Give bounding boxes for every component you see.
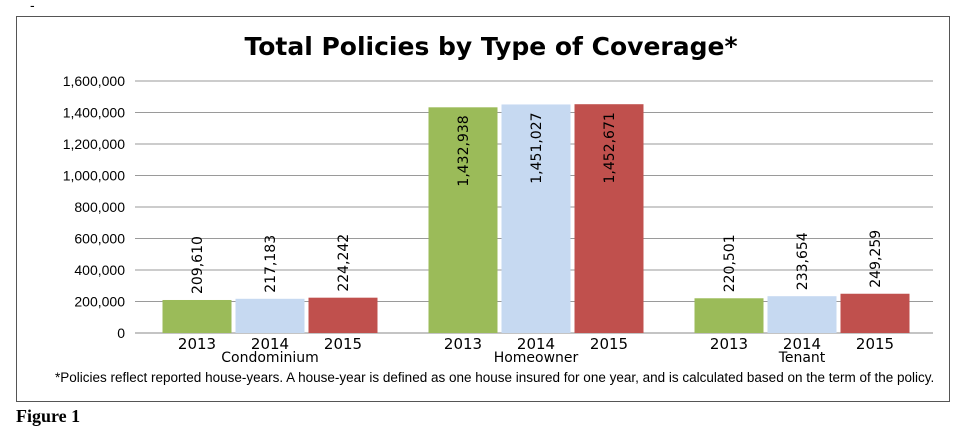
x-tick-year: 2013 (444, 335, 482, 353)
y-axis-ticks: 0 200,000 400,000 600,000 800,000 1,000,000 1,… (63, 73, 126, 341)
y-tick-label: 600,000 (74, 231, 125, 247)
chart-footnote: *Policies reflect reported house-years. … (55, 370, 935, 385)
bar-homeowner-2014 (501, 104, 571, 333)
data-label: 217,183 (263, 235, 279, 293)
y-tick-label: 400,000 (74, 262, 125, 278)
y-tick-label: 200,000 (74, 294, 125, 310)
category-label: Condominium (221, 350, 318, 366)
bar-chart: Total Policies by Type of Coverage* 0 200… (63, 32, 933, 366)
data-label: 209,610 (190, 236, 206, 294)
data-label: 220,501 (722, 234, 738, 292)
y-tick-label: 1,000,000 (63, 168, 125, 184)
y-tick-label: 800,000 (74, 199, 125, 215)
y-tick-label: 1,600,000 (63, 73, 125, 89)
x-tick-year: 2015 (590, 335, 628, 353)
x-tick-year: 2013 (178, 335, 216, 353)
x-tick-year: 2015 (856, 335, 894, 353)
x-tick-year: 2014 (517, 335, 555, 353)
y-tick-label: 1,200,000 (63, 136, 125, 152)
x-tick-year: 2015 (324, 335, 362, 353)
bar-condominium-2013 (162, 299, 232, 333)
bars (162, 104, 910, 334)
chart-frame: Total Policies by Type of Coverage* 0 200… (16, 16, 950, 402)
corner-mark: - (30, 0, 35, 13)
bar-homeowner-2015 (574, 104, 644, 333)
data-labels: 209,610 217,183 224,242 1,432,938 1,451,027 1… (190, 112, 884, 294)
x-tick-year: 2014 (251, 335, 289, 353)
data-label: 1,432,938 (456, 115, 472, 186)
bar-homeowner-2013 (428, 107, 498, 334)
x-axis-ticks: 2013 2014 2015 Condominium 2013 2014 2015 Homeo… (178, 335, 894, 366)
chart-title: Total Policies by Type of Coverage* (244, 32, 737, 61)
y-tick-label: 1,400,000 (63, 105, 125, 121)
x-tick-year: 2014 (783, 335, 821, 353)
bar-tenant-2014 (767, 296, 837, 333)
bar-tenant-2015 (840, 293, 910, 333)
data-label: 233,654 (795, 232, 811, 290)
data-label: 1,451,027 (529, 112, 545, 183)
data-label: 224,242 (336, 234, 352, 292)
data-label: 249,259 (868, 230, 884, 288)
x-tick-year: 2013 (710, 335, 748, 353)
bar-condominium-2014 (235, 298, 305, 333)
category-label: Homeowner (494, 350, 579, 366)
bar-tenant-2013 (694, 298, 764, 333)
data-label: 1,452,671 (602, 112, 618, 183)
bar-condominium-2015 (308, 297, 378, 333)
category-label: Tenant (778, 350, 826, 366)
y-tick-label: 0 (117, 325, 125, 341)
figure-caption: Figure 1 (16, 406, 81, 426)
